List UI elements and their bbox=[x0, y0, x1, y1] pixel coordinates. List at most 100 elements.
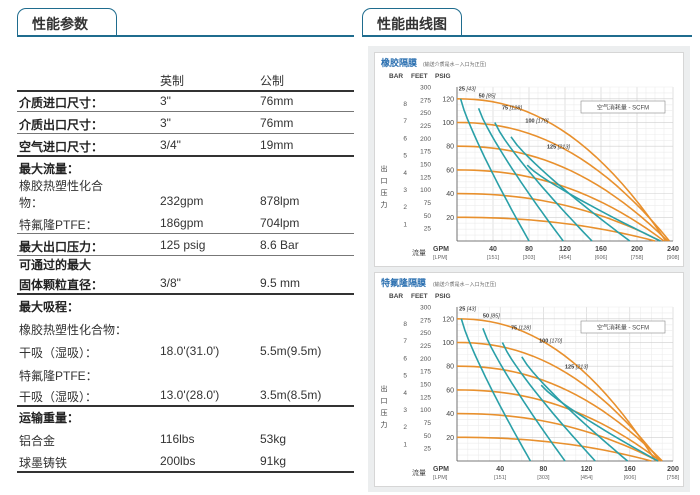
spec-metric-value: 9.5 mm bbox=[260, 276, 301, 290]
feet-tick-label: 50 bbox=[424, 213, 432, 220]
bar-tick-label: 5 bbox=[403, 153, 407, 160]
air-curve bbox=[494, 122, 593, 242]
pressure-curve bbox=[456, 365, 663, 462]
x-tick-gpm: 160 bbox=[624, 466, 636, 473]
feet-tick-label: 75 bbox=[424, 420, 432, 427]
tab-performance-params[interactable]: 性能参数 bbox=[17, 8, 117, 35]
spec-table-header: 英制 公制 bbox=[17, 72, 354, 88]
bar-tick-label: 1 bbox=[403, 221, 407, 228]
bar-tick-label: 4 bbox=[403, 390, 407, 397]
y-axis-unit-label: FEET bbox=[411, 73, 428, 80]
x-tick-gpm: 200 bbox=[667, 466, 679, 473]
pressure-curve bbox=[456, 192, 661, 242]
air-legend: 空气消耗量 - SCFM bbox=[580, 320, 666, 334]
feet-tick-label: 250 bbox=[420, 110, 431, 117]
air-legend-box bbox=[580, 100, 666, 114]
air-curve-label: 25 [43] bbox=[459, 87, 476, 93]
col-imperial-header: 英制 bbox=[160, 74, 185, 88]
x-tick-lpm: [606] bbox=[624, 475, 637, 481]
psig-tick-label: 120 bbox=[442, 96, 454, 103]
spec-divider bbox=[17, 111, 354, 112]
x-tick-lpm: [303] bbox=[537, 475, 550, 481]
col-metric-header: 公制 bbox=[260, 74, 285, 88]
air-legend-label: 空气消耗量 - SCFM bbox=[597, 104, 649, 112]
feet-tick-label: 300 bbox=[420, 84, 431, 91]
spec-label: 固体颗粒直径： bbox=[19, 278, 104, 292]
feet-tick-label: 225 bbox=[420, 343, 431, 350]
psig-tick-label: 100 bbox=[442, 120, 454, 127]
feet-tick-label: 150 bbox=[420, 381, 431, 388]
psig-tick-label: 60 bbox=[446, 167, 454, 174]
spec-metric-value: 704lpm bbox=[260, 216, 300, 230]
spec-label: 运输重量： bbox=[19, 411, 80, 425]
chart-panel: 橡胶隔膜 (输送介质是水－入口为正压) BAR FEET PSIG 20 40 60 80 100… bbox=[368, 46, 690, 492]
y-axis-unit-label: PSIG bbox=[435, 73, 451, 80]
spec-label: 干吸（湿吸）： bbox=[19, 390, 98, 404]
psig-tick-label: 80 bbox=[446, 144, 454, 151]
y-axis-title-char: 压 bbox=[381, 409, 388, 417]
feet-tick-label: 225 bbox=[420, 123, 431, 130]
x-tick-lpm: [606] bbox=[595, 255, 608, 261]
tab-performance-curves[interactable]: 性能曲线图 bbox=[362, 8, 462, 35]
spec-label: 橡胶热塑性化合 bbox=[19, 179, 104, 193]
y-axis-unit-label: BAR bbox=[389, 293, 403, 300]
pressure-curve bbox=[456, 389, 661, 462]
feet-tick-label: 250 bbox=[420, 330, 431, 337]
spec-imperial-value: 18.0'(31.0') bbox=[160, 344, 220, 358]
feet-tick-label: 175 bbox=[420, 369, 431, 376]
spec-metric-value: 878lpm bbox=[260, 194, 300, 208]
feet-tick-label: 275 bbox=[420, 317, 431, 324]
air-curve bbox=[501, 342, 596, 462]
spec-label: 物： bbox=[19, 196, 44, 210]
air-curve bbox=[540, 384, 659, 462]
chart-title: 橡胶隔膜 bbox=[381, 57, 418, 68]
air-curve-label: 100 [170] bbox=[525, 119, 548, 125]
x-tick-gpm: 120 bbox=[581, 466, 593, 473]
x-tick-lpm: [454] bbox=[559, 255, 572, 261]
x-tick-gpm: 40 bbox=[496, 466, 504, 473]
x-tick-gpm: 120 bbox=[559, 246, 571, 253]
spec-divider bbox=[17, 233, 354, 234]
x-tick-lpm: [454] bbox=[580, 475, 593, 481]
spec-label: 最大出口压力： bbox=[19, 240, 104, 254]
feet-tick-label: 200 bbox=[420, 356, 431, 363]
feet-tick-label: 200 bbox=[420, 136, 431, 143]
spec-metric-value: 19mm bbox=[260, 138, 294, 152]
x-axis-unit-gpm: GPM bbox=[433, 246, 449, 253]
spec-imperial-value: 3/8" bbox=[160, 276, 181, 290]
tab-performance-curves-label: 性能曲线图 bbox=[377, 16, 447, 32]
y-axis-title-char: 力 bbox=[381, 200, 388, 209]
feet-tick-label: 300 bbox=[420, 304, 431, 311]
air-curve bbox=[521, 356, 629, 462]
air-curve-label: 125 [213] bbox=[565, 365, 588, 371]
feet-tick-label: 150 bbox=[420, 161, 431, 168]
spec-metric-value: 8.6 Bar bbox=[260, 238, 299, 252]
pressure-curve bbox=[456, 145, 669, 242]
spec-label: 特氟隆PTFE： bbox=[19, 369, 98, 383]
y-axis-title-char: 力 bbox=[381, 420, 388, 429]
psig-tick-label: 100 bbox=[442, 340, 454, 347]
x-tick-gpm: 200 bbox=[631, 246, 643, 253]
y-axis-unit-label: FEET bbox=[411, 293, 428, 300]
bar-tick-label: 5 bbox=[403, 373, 407, 380]
spec-divider bbox=[17, 255, 354, 256]
spec-divider bbox=[17, 405, 354, 407]
spec-label: 铝合金 bbox=[19, 434, 56, 448]
psig-tick-label: 20 bbox=[446, 215, 454, 222]
feet-tick-label: 25 bbox=[424, 446, 432, 453]
spec-label: 橡胶热塑性化合物： bbox=[19, 323, 128, 337]
bar-tick-label: 7 bbox=[403, 338, 407, 345]
bar-tick-label: 2 bbox=[403, 424, 407, 431]
air-legend-label: 空气消耗量 - SCFM bbox=[597, 324, 649, 332]
tab-performance-params-label: 性能参数 bbox=[32, 16, 88, 32]
spec-label: 球墨铸铁 bbox=[19, 456, 68, 470]
spec-imperial-value: 3" bbox=[160, 94, 171, 108]
feet-tick-label: 175 bbox=[420, 149, 431, 156]
air-curve bbox=[477, 108, 564, 242]
spec-metric-value: 3.5m(8.5m) bbox=[260, 388, 322, 402]
x-axis-title: 流量 bbox=[412, 248, 426, 257]
spec-metric-value: 76mm bbox=[260, 94, 294, 108]
bar-tick-label: 7 bbox=[403, 118, 407, 125]
pressure-curve bbox=[457, 216, 656, 242]
spec-metric-value: 91kg bbox=[260, 454, 287, 468]
